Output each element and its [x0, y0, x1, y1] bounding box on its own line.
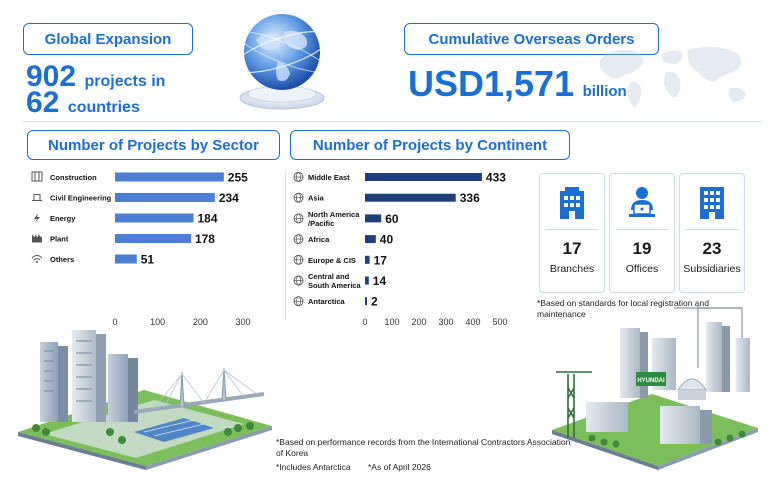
- x-tick-300: 300: [235, 317, 250, 327]
- wifi-icon: [31, 255, 43, 263]
- continent-chart-title: Number of Projects by Continent: [290, 130, 570, 160]
- globe-icon: [293, 213, 304, 224]
- construction-icon: [31, 171, 43, 182]
- category-label-others: Others: [50, 255, 74, 264]
- globe-icon: [293, 296, 304, 307]
- category-label-europe-cis: Europe & CIS: [308, 256, 356, 265]
- world-map-illustration: [599, 46, 746, 108]
- orders-stat: USD1,571 billion: [408, 63, 627, 105]
- factory-icon: [32, 234, 42, 243]
- bar-civil-engineering: [115, 193, 215, 202]
- note-as-of: *As of April 2026: [368, 462, 431, 472]
- office-worker-icon: [629, 186, 655, 217]
- sector-chart: Construction 255 Civil Engineering 234 Energ…: [31, 171, 251, 327]
- note-local-registration: *Based on standards for local registrati…: [537, 298, 709, 319]
- note-performance-records: *Based on performance records from the I…: [276, 437, 571, 458]
- bar-plant: [115, 234, 191, 243]
- category-label-central-and-south-america: Central and South America: [308, 272, 361, 290]
- tower-icon: [700, 186, 724, 219]
- bar-central-and-south-america: [365, 276, 369, 285]
- x-tick-200: 200: [411, 317, 426, 327]
- value-label-antarctica: 2: [371, 295, 378, 309]
- city-illustration-right: HYUNDAI: [552, 302, 758, 470]
- value-label-civil-engineering: 234: [219, 191, 239, 205]
- category-label-construction: Construction: [50, 173, 97, 182]
- bar-construction: [115, 172, 224, 182]
- city-illustration-left: [18, 330, 272, 470]
- countries-stat: 62 countries: [26, 86, 140, 120]
- globe-illustration: [233, 14, 331, 110]
- stat-card-branches: 17 Branches: [539, 173, 605, 293]
- bar-antarctica: [365, 297, 367, 306]
- globe-icon: [293, 275, 304, 286]
- middle-divider: [285, 170, 286, 320]
- bar-europe-cis: [365, 255, 370, 264]
- countries-count: 62: [26, 86, 60, 119]
- x-tick-0: 0: [112, 317, 117, 327]
- globe-icon: [293, 234, 304, 245]
- branches-label: Branches: [549, 263, 595, 275]
- bar-energy: [115, 213, 194, 223]
- globe-icon: [293, 172, 304, 182]
- category-label-antarctica: Antarctica: [308, 297, 346, 306]
- value-label-africa: 40: [380, 233, 394, 247]
- x-tick-300: 300: [438, 317, 453, 327]
- value-label-central-and-south-america: 14: [373, 274, 387, 288]
- bar-north-america-pacific: [365, 214, 382, 223]
- category-label-middle-east: Middle East: [308, 173, 350, 182]
- x-tick-0: 0: [362, 317, 367, 327]
- value-label-europe-cis: 17: [374, 253, 388, 267]
- category-label-energy: Energy: [50, 214, 76, 223]
- x-tick-100: 100: [150, 317, 165, 327]
- bar-asia: [365, 193, 456, 202]
- x-tick-500: 500: [492, 317, 507, 327]
- stat-card-subsidiaries: 23 Subsidiaries: [679, 173, 745, 293]
- offices-label: Offices: [625, 263, 659, 275]
- hyundai-sign: HYUNDAI: [637, 378, 665, 384]
- value-label-north-america-pacific: 60: [385, 212, 399, 226]
- subsidiaries-label: Subsidiaries: [683, 263, 741, 275]
- category-label-north-america-pacific: North America/Pacific: [308, 210, 360, 228]
- lightning-icon: [34, 213, 40, 223]
- overseas-orders-label: Cumulative Overseas Orders: [404, 23, 659, 55]
- bar-middle-east: [365, 173, 482, 181]
- value-label-others: 51: [141, 253, 155, 267]
- stat-card-offices: 19 Offices: [609, 173, 675, 293]
- bar-africa: [365, 235, 376, 244]
- category-label-plant: Plant: [50, 235, 69, 244]
- category-label-africa: Africa: [308, 235, 330, 244]
- globe-icon: [293, 254, 304, 265]
- continent-chart: Middle East 433 Asia 336 North America/Pacif…: [293, 171, 508, 327]
- branches-count: 17: [562, 239, 582, 258]
- value-label-plant: 178: [195, 232, 215, 246]
- global-expansion-label: Global Expansion: [23, 23, 193, 55]
- subsidiaries-count: 23: [702, 239, 722, 258]
- note-includes-antarctica: *Includes Antarctica: [276, 462, 351, 472]
- value-label-energy: 184: [198, 212, 218, 226]
- bridge-icon: [32, 194, 42, 201]
- category-label-asia: Asia: [308, 194, 325, 203]
- globe-icon: [293, 192, 304, 203]
- x-tick-100: 100: [384, 317, 399, 327]
- x-tick-400: 400: [465, 317, 480, 327]
- value-label-middle-east: 433: [486, 171, 506, 185]
- building-icon: [560, 186, 584, 219]
- bar-others: [115, 254, 137, 264]
- sector-chart-title: Number of Projects by Sector: [27, 130, 280, 160]
- offices-count: 19: [632, 239, 652, 258]
- x-tick-200: 200: [193, 317, 208, 327]
- orders-unit: billion: [582, 83, 627, 100]
- projects-text: projects in: [84, 73, 166, 90]
- projects-stat: 902 projects in: [26, 60, 165, 94]
- countries-text: countries: [67, 99, 140, 116]
- value-label-asia: 336: [460, 191, 480, 205]
- projects-count: 902: [26, 60, 77, 93]
- category-label-civil-engineering: Civil Engineering: [50, 194, 112, 203]
- value-label-construction: 255: [228, 171, 248, 185]
- orders-amount: USD1,571: [408, 63, 575, 104]
- top-divider: [22, 121, 762, 122]
